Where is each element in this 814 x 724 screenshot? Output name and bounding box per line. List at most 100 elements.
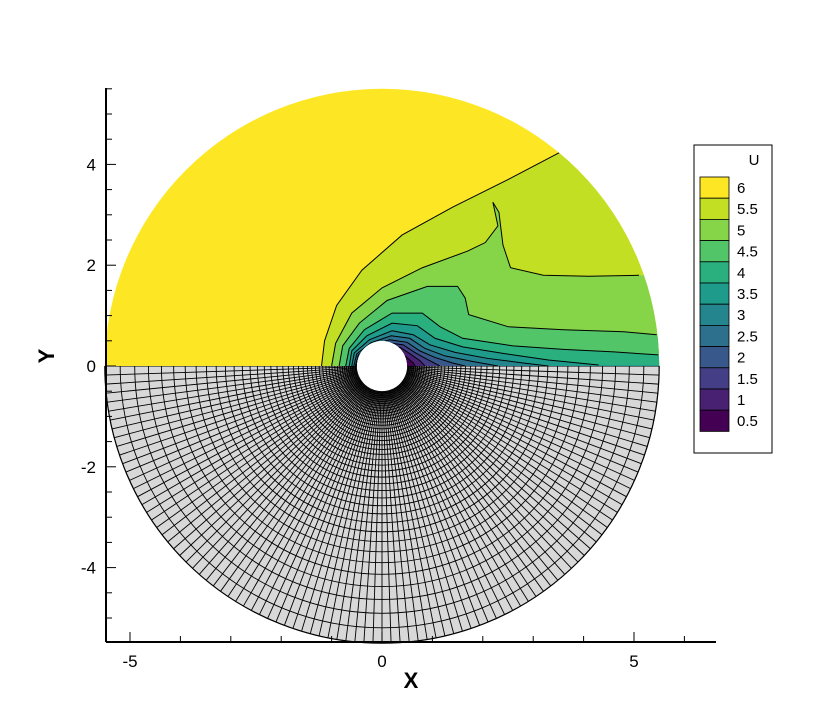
mesh-radial-line	[267, 388, 373, 619]
mesh-radial-line	[116, 372, 359, 447]
legend-swatch	[699, 218, 730, 241]
legend-swatch	[699, 176, 730, 199]
mesh-radial-line	[327, 390, 378, 638]
mesh-radial-line	[397, 385, 559, 581]
legend-swatch	[699, 388, 730, 411]
mesh-radial-line	[108, 369, 358, 412]
mesh-radial-line	[114, 372, 358, 439]
mesh-radial-line	[106, 368, 357, 394]
mesh-radial-line	[167, 381, 363, 543]
legend-label: 1.5	[737, 371, 758, 388]
mesh-radial-line	[336, 390, 379, 640]
y-tick-label: -2	[81, 458, 96, 477]
y-tick-label: 4	[87, 155, 96, 174]
mesh-radial-line	[384, 391, 410, 642]
mesh-radial-line	[105, 367, 357, 385]
x-tick-label: 0	[377, 652, 386, 671]
mesh-radial-line	[354, 391, 380, 642]
legend-label: 0.5	[737, 413, 758, 430]
mesh-radial-line	[398, 384, 566, 575]
legend-label: 2	[737, 350, 745, 367]
legend-label: 6	[737, 180, 745, 197]
mesh-radial-line	[396, 385, 552, 587]
mesh-radial-line	[399, 383, 579, 563]
mesh-radial-line	[198, 384, 366, 575]
mesh-radial-line	[396, 386, 544, 592]
mesh-radial-line	[390, 389, 481, 626]
mesh-radial-line	[384, 390, 419, 641]
contour-line	[345, 312, 659, 366]
mesh-radial-line	[292, 389, 375, 629]
x-tick-label: 5	[629, 652, 638, 671]
mesh-radial-line	[110, 370, 358, 421]
mesh-radial-line	[401, 380, 603, 536]
contour-band	[355, 339, 660, 366]
mesh-radial-line	[309, 390, 376, 634]
mesh-radial-line	[205, 385, 367, 581]
legend-label: 3.5	[737, 286, 758, 303]
legend-swatch	[699, 197, 730, 220]
mesh-radial-line	[406, 370, 654, 421]
mesh-radial-line	[391, 388, 497, 619]
contour-line	[353, 335, 499, 366]
mesh-radial-line	[382, 391, 392, 644]
mesh-radial-line	[133, 376, 360, 490]
mesh-radial-line	[363, 391, 381, 643]
mesh-radial-line	[405, 375, 639, 473]
legend-swatch	[699, 324, 730, 347]
legend-label: 4	[737, 265, 745, 282]
contour-line	[338, 285, 657, 366]
legend-swatch	[699, 409, 730, 432]
mesh-radial-line	[394, 387, 521, 607]
mesh-radial-line	[405, 372, 648, 447]
mesh-radial-line	[404, 375, 635, 481]
mesh-radial-line	[125, 375, 359, 473]
mesh-radial-line	[141, 378, 361, 505]
mesh-radial-line	[403, 378, 618, 513]
legend-swatch	[699, 261, 730, 284]
mesh-region	[104, 365, 660, 644]
mesh-radial-line	[407, 366, 660, 376]
velocity-contour-region	[104, 88, 660, 366]
legend-label: 5	[737, 222, 745, 239]
mesh-radial-line	[129, 375, 360, 481]
legend-swatch	[699, 240, 730, 263]
mesh-radial-line	[119, 373, 359, 456]
mesh-radial-line	[107, 368, 358, 403]
mesh-radial-line	[220, 386, 368, 592]
mesh-radial-line	[275, 389, 373, 623]
mesh-radial-line	[151, 379, 362, 521]
mesh-radial-line	[405, 374, 642, 465]
mesh-radial-line	[383, 391, 401, 643]
legend-label: 1	[737, 392, 745, 409]
mesh-radial-line	[400, 382, 585, 556]
axes: -5 0 5 -4 -2 0 2 4	[81, 88, 716, 671]
mesh-radial-line	[387, 390, 446, 637]
contour-line	[351, 330, 549, 366]
contour-line	[348, 322, 599, 366]
mesh-radial-line	[146, 378, 361, 513]
mesh-radial-line	[388, 389, 463, 632]
mesh-radial-line	[156, 380, 362, 528]
legend-swatch	[699, 303, 730, 326]
mesh-radial-line	[104, 366, 357, 376]
mesh-radial-line	[389, 389, 472, 629]
mesh-radial-line	[403, 378, 623, 505]
mesh-radial-line	[391, 389, 489, 623]
x-axis-title: X	[404, 668, 419, 693]
mesh-radial-line	[345, 390, 380, 641]
mesh-radial-line	[318, 390, 377, 637]
y-tick-label: 0	[87, 357, 96, 376]
mesh-radial-line	[404, 377, 627, 498]
mesh-radial-line	[111, 371, 358, 430]
y-axis-title: Y	[34, 348, 59, 363]
mesh-radial-line	[372, 391, 382, 644]
contour-line	[331, 201, 640, 366]
mesh-radial-line	[192, 384, 366, 569]
mesh-radial-line	[401, 381, 597, 543]
mesh-radial-line	[161, 380, 363, 536]
mesh-radial-line	[227, 386, 369, 597]
legend-swatch	[699, 346, 730, 369]
mesh-radial-line	[406, 368, 657, 403]
mesh-radial-line	[393, 388, 514, 611]
